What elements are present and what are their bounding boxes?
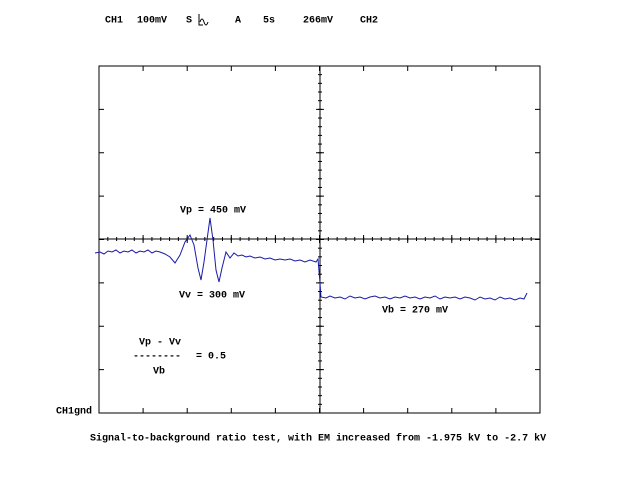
ground-label: CH1gnd <box>56 406 92 418</box>
waveform-trace <box>94 217 528 301</box>
caption: Signal-to-background ratio test, with EM… <box>90 433 546 445</box>
formula-denominator: Vb <box>153 366 165 378</box>
header-item: A <box>235 16 241 27</box>
annotation: Vp = 450 mV <box>180 206 246 217</box>
annotation: Vv = 300 mV <box>179 291 245 302</box>
graticule-ticks <box>99 66 540 413</box>
formula-numerator: Vp - Vv <box>139 338 181 349</box>
header-item: 100mV <box>137 16 167 27</box>
trigger-slope-icon <box>198 14 209 26</box>
formula-result: = 0.5 <box>196 352 226 363</box>
header-item: CH2 <box>360 16 378 27</box>
formula-rule: -------- <box>133 352 181 363</box>
annotation: Vb = 270 mV <box>382 305 448 317</box>
header-item: CH1 <box>105 16 123 27</box>
header-item: S <box>186 16 192 27</box>
header-item: 5s <box>263 16 275 27</box>
header-item: 266mV <box>303 16 333 27</box>
